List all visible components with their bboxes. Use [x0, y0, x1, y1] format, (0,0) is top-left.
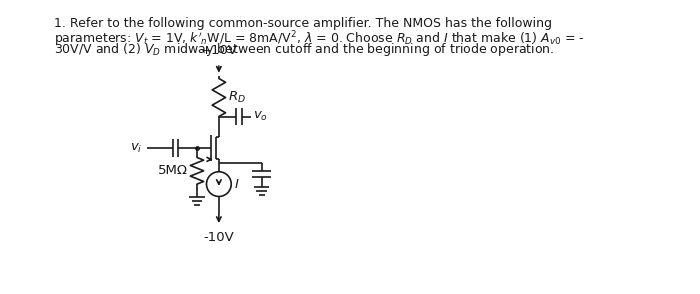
Text: $v_o$: $v_o$	[253, 110, 268, 123]
Text: -10V: -10V	[204, 231, 234, 244]
Text: 1. Refer to the following common-source amplifier. The NMOS has the following: 1. Refer to the following common-source …	[54, 17, 552, 30]
Text: 5MΩ: 5MΩ	[158, 164, 188, 177]
Text: $R_D$: $R_D$	[228, 90, 246, 105]
Text: $I$: $I$	[234, 178, 239, 191]
Text: $v_i$: $v_i$	[130, 141, 143, 155]
Text: 30V/V and (2) $V_D$ midway between cutoff and the beginning of triode operation.: 30V/V and (2) $V_D$ midway between cutof…	[54, 41, 555, 59]
Text: parameters: $V_t$ = 1V, $k'_n$W/L = 8mA/V$^2$, $\lambda$ = 0. Choose $R_D$ and $: parameters: $V_t$ = 1V, $k'_n$W/L = 8mA/…	[54, 29, 585, 49]
Text: +10V: +10V	[200, 44, 237, 57]
